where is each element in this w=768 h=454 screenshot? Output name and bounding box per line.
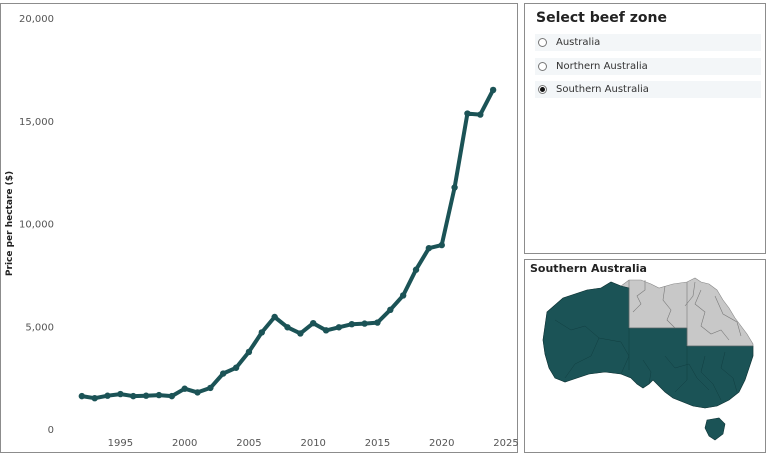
data-point[interactable] xyxy=(348,320,355,328)
tasmania-shape xyxy=(704,417,726,441)
y-tick-label: 15,000 xyxy=(19,117,54,128)
zone-boundaries xyxy=(554,319,738,401)
radio-southern-australia[interactable] xyxy=(538,85,547,94)
data-point[interactable] xyxy=(155,391,163,399)
data-point[interactable] xyxy=(181,385,188,392)
series-line xyxy=(79,87,496,401)
radio-northern-australia[interactable] xyxy=(538,62,547,71)
radio-australia[interactable] xyxy=(538,38,547,47)
map-title: Southern Australia xyxy=(530,262,647,275)
option-northern-australia[interactable]: Northern Australia xyxy=(535,58,761,75)
x-tick-label: 2020 xyxy=(429,438,454,449)
y-tick-label: 20,000 xyxy=(19,14,54,25)
data-point[interactable] xyxy=(399,292,407,299)
data-point[interactable] xyxy=(464,110,471,117)
data-point[interactable] xyxy=(91,394,98,402)
option-label: Australia xyxy=(556,37,601,48)
y-axis-label: Price per hectare ($) xyxy=(5,171,15,276)
y-tick-label: 0 xyxy=(48,425,54,436)
data-point[interactable] xyxy=(78,392,86,400)
beef-zone-filter-panel: Select beef zone Australia Northern Aust… xyxy=(524,3,766,254)
x-tick-label: 2000 xyxy=(172,438,197,449)
option-australia[interactable]: Australia xyxy=(535,34,761,51)
data-point[interactable] xyxy=(477,111,484,118)
x-tick-label: 2015 xyxy=(365,438,390,449)
y-tick-label: 5,000 xyxy=(25,322,54,333)
option-label: Northern Australia xyxy=(556,61,648,72)
data-point[interactable] xyxy=(412,266,420,273)
data-point[interactable] xyxy=(335,324,343,331)
data-point[interactable] xyxy=(310,319,317,327)
australia-zone-map xyxy=(542,277,754,441)
data-point[interactable] xyxy=(284,324,291,331)
filter-title: Select beef zone xyxy=(536,10,667,26)
southern-zone-shape xyxy=(542,281,754,409)
data-point[interactable] xyxy=(374,319,381,326)
price-line-chart: 0 5,000 10,000 15,000 20,000 1995 2000 2005 2010… xyxy=(5,14,519,449)
x-tick-label: 2005 xyxy=(236,438,261,449)
data-point[interactable] xyxy=(322,327,330,334)
price-chart-panel: 0 5,000 10,000 15,000 20,000 1995 2000 2005 2010… xyxy=(0,3,519,453)
data-point[interactable] xyxy=(387,306,394,314)
data-point[interactable] xyxy=(438,241,445,249)
data-point[interactable] xyxy=(104,392,111,399)
x-tick-label: 2025 xyxy=(493,438,518,449)
data-point[interactable] xyxy=(245,348,253,356)
zone-map-panel: Southern Australia xyxy=(524,259,766,453)
data-point[interactable] xyxy=(117,390,124,398)
data-point[interactable] xyxy=(207,384,214,392)
data-point[interactable] xyxy=(142,392,150,399)
data-point[interactable] xyxy=(451,184,458,191)
data-point[interactable] xyxy=(220,370,227,377)
data-point[interactable] xyxy=(130,392,137,400)
x-tick-label: 1995 xyxy=(108,438,133,449)
data-point[interactable] xyxy=(232,364,240,371)
data-point[interactable] xyxy=(361,320,368,327)
y-tick-label: 10,000 xyxy=(19,220,54,231)
x-tick-label: 2010 xyxy=(300,438,325,449)
data-point[interactable] xyxy=(425,244,433,252)
data-point[interactable] xyxy=(258,329,265,336)
option-southern-australia[interactable]: Southern Australia xyxy=(535,81,761,98)
data-point[interactable] xyxy=(489,86,497,94)
data-point[interactable] xyxy=(168,392,176,400)
data-point[interactable] xyxy=(271,313,278,321)
data-point[interactable] xyxy=(194,389,201,396)
region-boundaries xyxy=(628,280,753,347)
option-label: Southern Australia xyxy=(556,84,649,95)
data-point[interactable] xyxy=(297,330,304,337)
